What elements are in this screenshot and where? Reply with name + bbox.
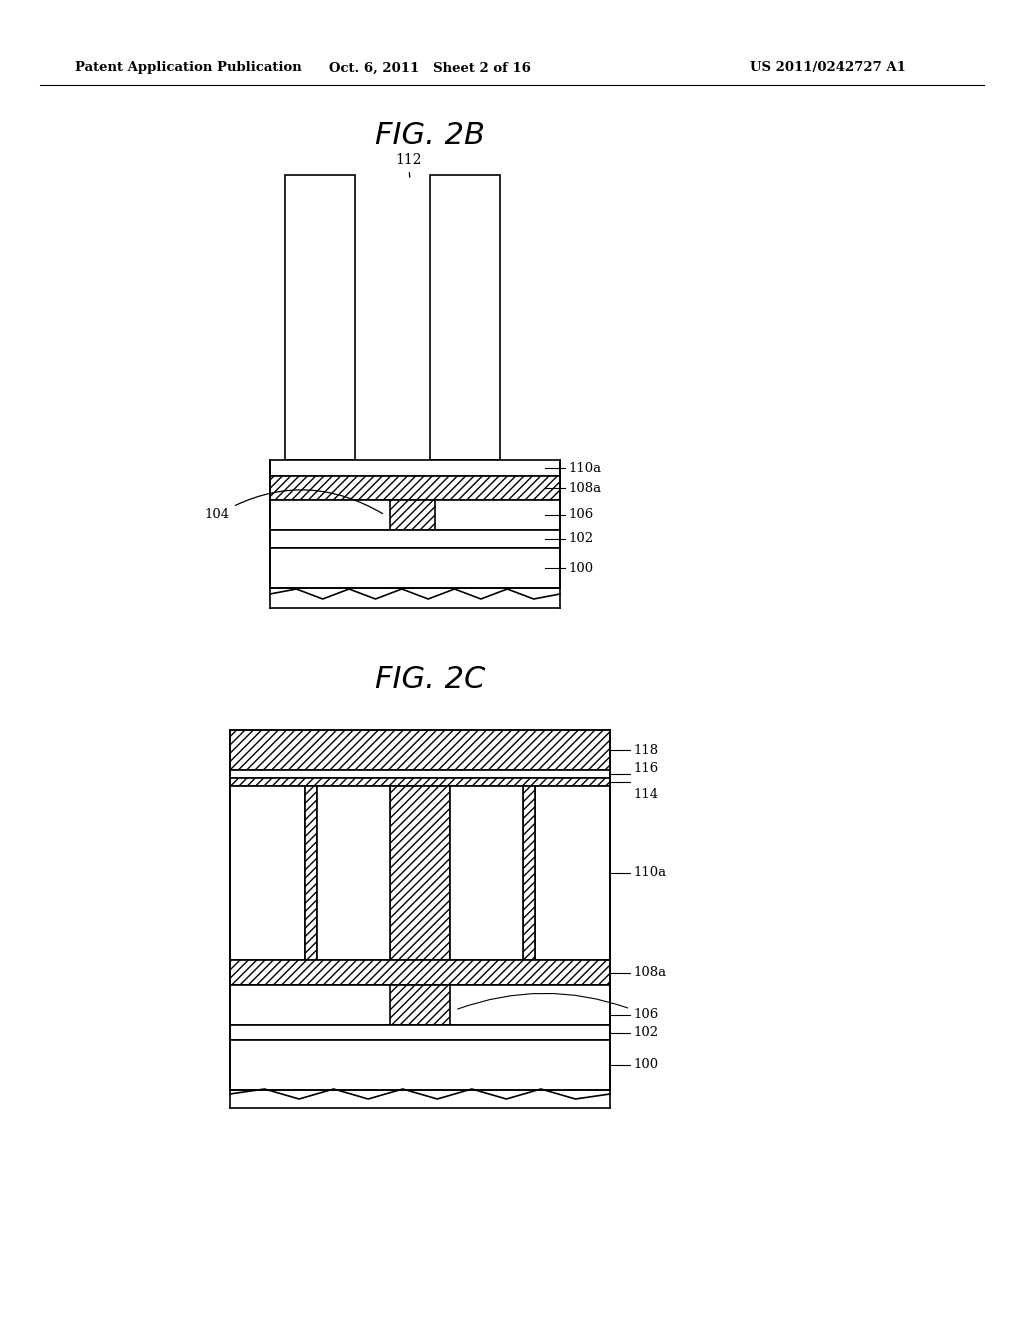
Bar: [230, 785, 305, 960]
Text: FIG. 2B: FIG. 2B: [375, 120, 485, 149]
Text: 102: 102: [568, 532, 593, 545]
Bar: [305, 785, 317, 960]
Text: 108a: 108a: [633, 966, 667, 979]
Bar: [230, 1026, 610, 1040]
Text: 100: 100: [568, 561, 593, 574]
Bar: [390, 985, 450, 1026]
Bar: [390, 785, 450, 960]
Text: 104: 104: [205, 490, 383, 521]
Text: Oct. 6, 2011   Sheet 2 of 16: Oct. 6, 2011 Sheet 2 of 16: [329, 62, 530, 74]
Bar: [270, 548, 560, 587]
Bar: [390, 500, 435, 531]
Text: 110a: 110a: [568, 462, 601, 474]
Text: 106: 106: [458, 994, 658, 1022]
Text: 118: 118: [633, 743, 658, 756]
Bar: [270, 477, 560, 500]
Bar: [535, 785, 610, 960]
Text: 110a: 110a: [633, 866, 667, 879]
Text: 116: 116: [633, 763, 658, 776]
Bar: [230, 960, 610, 985]
Text: FIG. 2C: FIG. 2C: [375, 665, 485, 694]
Bar: [317, 785, 390, 960]
Text: 108a: 108a: [568, 482, 601, 495]
Text: Patent Application Publication: Patent Application Publication: [75, 62, 302, 74]
Bar: [230, 1040, 610, 1090]
Bar: [523, 785, 535, 960]
Bar: [270, 459, 560, 477]
Bar: [285, 176, 355, 459]
Bar: [230, 770, 610, 777]
Text: 106: 106: [568, 508, 593, 521]
Text: 112: 112: [395, 153, 422, 177]
Text: 114: 114: [633, 788, 658, 800]
Bar: [270, 531, 560, 548]
Text: 100: 100: [633, 1059, 658, 1072]
Bar: [230, 730, 610, 770]
Bar: [230, 985, 610, 1026]
Text: 102: 102: [633, 1026, 658, 1039]
Bar: [430, 176, 500, 459]
Bar: [450, 785, 523, 960]
Text: US 2011/0242727 A1: US 2011/0242727 A1: [750, 62, 906, 74]
Bar: [270, 500, 560, 531]
Bar: [230, 777, 610, 785]
